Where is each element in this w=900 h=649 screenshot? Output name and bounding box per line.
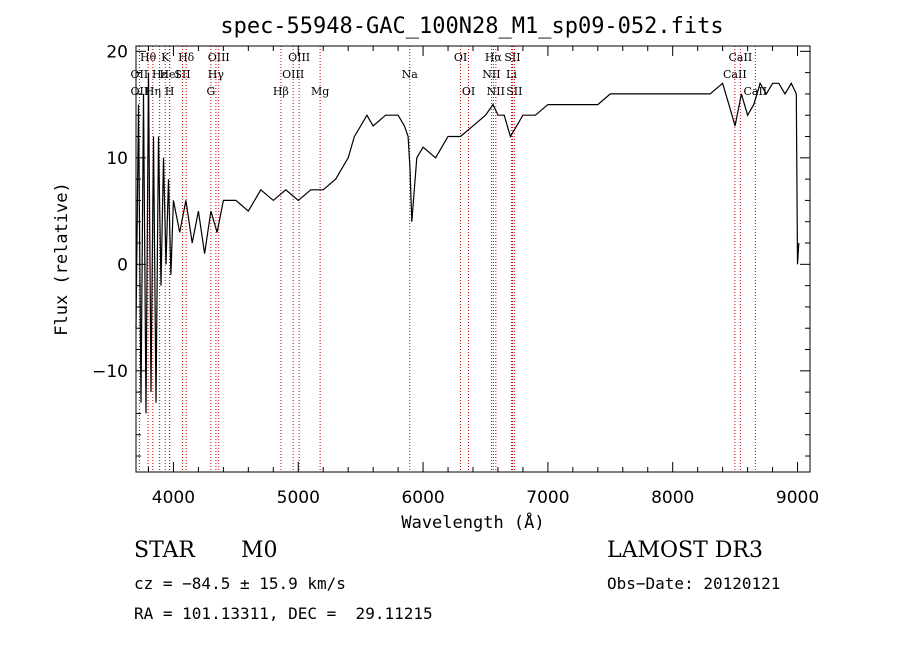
redshift-cz: cz = −84.5 ± 15.9 km/s [134, 574, 346, 593]
spectral-line-label: Hθ [140, 51, 157, 64]
y-tick-label: 20 [106, 42, 128, 62]
spectral-line-label: H [165, 85, 175, 98]
y-tick-label: 0 [117, 255, 128, 275]
spectral-line-label: SII [506, 85, 522, 98]
spectral-line-label: CaII [723, 68, 747, 81]
x-axis: 4000 5000 6000 7000 8000 9000 [147, 46, 819, 508]
y-tick-label: 10 [106, 149, 128, 169]
observation-date: Obs−Date: 20120121 [607, 574, 781, 593]
spectral-line-label: Hα [485, 51, 503, 64]
spectral-line-label: G [206, 85, 215, 98]
spectral-line-label: OIII [288, 51, 310, 64]
spectral-line-label: NII [482, 68, 500, 81]
y-axis: −10 0 10 20 [92, 42, 810, 457]
spectral-line-label: OII [131, 68, 149, 81]
spectral-line-label: Na [402, 68, 419, 81]
spectral-line-label: OIII [208, 51, 230, 64]
x-tick-label: 9000 [776, 488, 819, 508]
spectrum-series [135, 72, 800, 414]
object-class: STAR [134, 538, 195, 563]
object-subclass: M0 [241, 538, 278, 563]
spectral-line-label: OI [462, 85, 475, 98]
x-tick-label: 8000 [651, 488, 694, 508]
spectral-line-label: Li [506, 68, 517, 81]
spectral-line-label: Hη [145, 85, 161, 98]
plot-frame [135, 45, 811, 473]
x-tick-label: 4000 [152, 488, 195, 508]
x-tick-label: 6000 [401, 488, 444, 508]
spectral-line-label: Hγ [208, 68, 225, 81]
spectral-line-label: Mg [311, 85, 329, 98]
x-tick-label: 7000 [526, 488, 569, 508]
spectral-line-label: HeI [159, 68, 179, 81]
chart-title: spec-55948-GAC_100N28_M1_sp09-052.fits [220, 14, 723, 39]
spectral-line-label: NII [487, 85, 505, 98]
y-axis-label: Flux (relative) [52, 182, 72, 336]
spectral-line-label: Hδ [178, 51, 195, 64]
spectral-line-label: CaII [729, 51, 753, 64]
spectral-line-label: K [161, 51, 170, 64]
survey-name: LAMOST DR3 [607, 538, 763, 563]
spectral-line-label: Hβ [273, 85, 289, 98]
spectral-line-label: OI [454, 51, 467, 64]
x-axis-label: Wavelength (Å) [401, 511, 544, 533]
spectral-line-label: Hε [152, 68, 168, 81]
spectral-line-label: CaII [743, 85, 767, 98]
spectral-lines [138, 46, 756, 472]
coordinates: RA = 101.13311, DEC = 29.11215 [134, 604, 433, 623]
spectral-line-label: OIII [282, 68, 304, 81]
y-tick-label: −10 [92, 362, 128, 382]
x-tick-label: 5000 [277, 488, 320, 508]
spectral-line-label: SII [174, 68, 190, 81]
spectral-line-label: SII [504, 51, 520, 64]
